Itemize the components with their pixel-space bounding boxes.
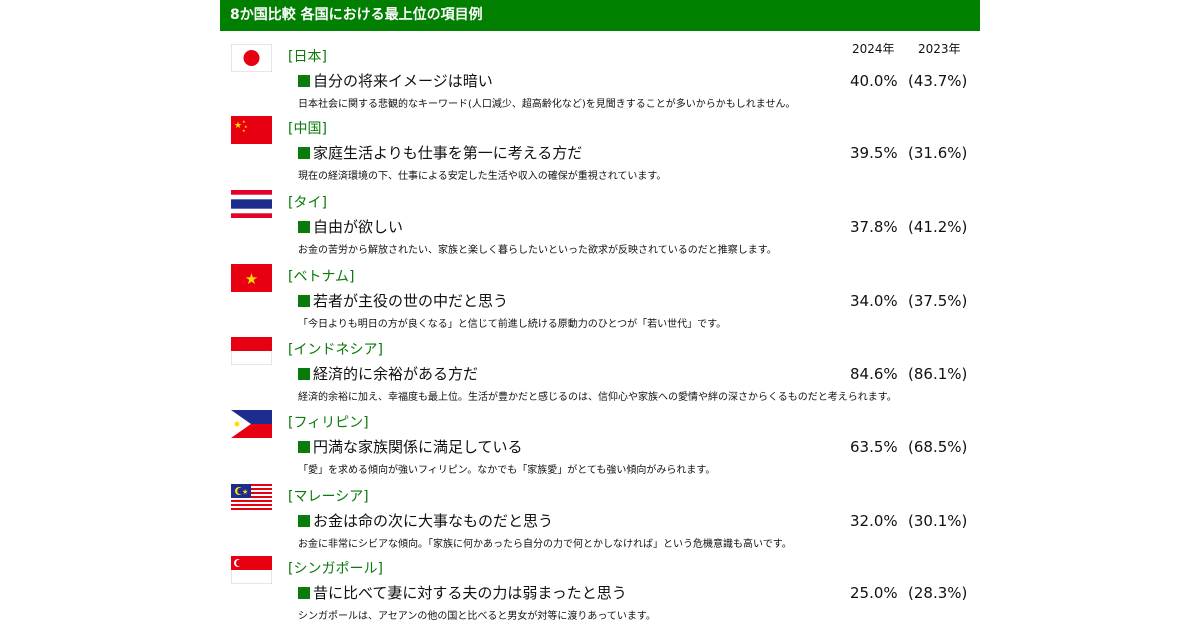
green-square-icon	[298, 587, 310, 599]
description: 現在の経済環境の下、仕事による安定した生活や収入の確保が重視されています。	[298, 171, 667, 182]
top-item: 昔に比べて妻に対する夫の力は弱まったと思う	[298, 582, 627, 603]
svg-text:★: ★	[242, 119, 246, 124]
description: 「愛」を求める傾向が強いフィリピン。なかでも「家族愛」がとても強い傾向がみられま…	[298, 465, 716, 476]
percent-2024: 25.0%	[850, 584, 898, 602]
country-name: [日本]	[288, 49, 327, 65]
svg-text:★: ★	[245, 270, 258, 288]
column-2024: 2024年	[852, 42, 895, 56]
percent-2024: 39.5%	[850, 144, 898, 162]
philippines-flag-icon	[231, 410, 272, 438]
country-row: [フィリピン] 円満な家族関係に満足している 63.5% (68.5%) 「愛」…	[220, 410, 980, 483]
description: お金の苦労から解放されたい、家族と楽しく暮らしたいといった欲求が反映されているの…	[298, 245, 777, 256]
country-row: [日本] 自分の将来イメージは暗い 40.0% (43.7%) 日本社会に関する…	[220, 44, 980, 117]
description: 日本社会に関する悲観的なキーワード(人口減少、超高齢化など)を見聞きすることが多…	[298, 99, 796, 110]
malaysia-flag-icon: ★	[231, 484, 272, 512]
country-name: [インドネシア]	[288, 342, 383, 358]
country-name: [タイ]	[288, 195, 327, 211]
country-name: [マレーシア]	[288, 489, 369, 505]
item-label: 経済的に余裕がある方だ	[313, 365, 479, 383]
top-item: 若者が主役の世の中だと思う	[298, 290, 508, 311]
percent-2023: (86.1%)	[908, 365, 968, 383]
top-item: 自由が欲しい	[298, 216, 403, 237]
item-label: 昔に比べて妻に対する夫の力は弱まったと思う	[313, 584, 627, 602]
japan-flag-icon	[231, 44, 272, 72]
country-name: [ベトナム]	[288, 269, 355, 285]
green-square-icon	[298, 515, 310, 527]
item-label: 円満な家族関係に満足している	[313, 438, 523, 456]
percent-2024: 34.0%	[850, 292, 898, 310]
top-item: 経済的に余裕がある方だ	[298, 363, 478, 384]
page-title: 8か国比較 各国における最上位の項目例	[220, 0, 980, 31]
percent-2023: (43.7%)	[908, 72, 968, 90]
description: 経済的余裕に加え、幸福度も最上位。生活が豊かだと感じるのは、信仰心や家族への愛情…	[298, 392, 897, 403]
thailand-flag-icon	[231, 190, 272, 218]
percent-2023: (68.5%)	[908, 438, 968, 456]
green-square-icon	[298, 295, 310, 307]
description: 「今日よりも明日の方が良くなる」と信じて前進し続ける原動力のひとつが「若い世代」…	[298, 319, 727, 330]
top-item: 円満な家族関係に満足している	[298, 436, 523, 457]
percent-2024: 32.0%	[850, 512, 898, 530]
percent-2023: (30.1%)	[908, 512, 968, 530]
column-2023: 2023年	[918, 42, 961, 56]
top-item: 家庭生活よりも仕事を第一に考える方だ	[298, 142, 582, 163]
percent-2024: 63.5%	[850, 438, 898, 456]
percent-2023: (37.5%)	[908, 292, 968, 310]
percent-2024: 84.6%	[850, 365, 898, 383]
percent-2023: (41.2%)	[908, 218, 968, 236]
green-square-icon	[298, 147, 310, 159]
svg-text:★: ★	[242, 128, 246, 133]
description: お金に非常にシビアな傾向。「家族に何かあったら自分の力で何とかしなければ」という…	[298, 539, 792, 550]
svg-text:★: ★	[242, 488, 248, 496]
country-row: [タイ] 自由が欲しい 37.8% (41.2%) お金の苦労から解放されたい、…	[220, 190, 980, 263]
country-name: [中国]	[288, 121, 327, 137]
percent-2023: (31.6%)	[908, 144, 968, 162]
percent-2024: 37.8%	[850, 218, 898, 236]
country-row: [インドネシア] 経済的に余裕がある方だ 84.6% (86.1%) 経済的余裕…	[220, 337, 980, 410]
percent-2024: 40.0%	[850, 72, 898, 90]
country-row: ★ [マレーシア] お金は命の次に大事なものだと思う 32.0% (30.1%)…	[220, 484, 980, 557]
green-square-icon	[298, 75, 310, 87]
percent-2023: (28.3%)	[908, 584, 968, 602]
vietnam-flag-icon: ★	[231, 264, 272, 292]
description: シンガポールは、アセアンの他の国と比べると男女が対等に渡りあっています。	[298, 611, 656, 622]
country-row: [シンガポール] 昔に比べて妻に対する夫の力は弱まったと思う 25.0% (28…	[220, 556, 980, 629]
item-label: 家庭生活よりも仕事を第一に考える方だ	[313, 144, 583, 162]
green-square-icon	[298, 441, 310, 453]
singapore-flag-icon	[231, 556, 272, 584]
item-label: 若者が主役の世の中だと思う	[313, 292, 509, 310]
svg-text:★: ★	[234, 121, 242, 131]
green-square-icon	[298, 368, 310, 380]
country-name: [シンガポール]	[288, 561, 383, 577]
svg-text:★: ★	[244, 124, 248, 129]
country-name: [フィリピン]	[288, 415, 369, 431]
top-item: 自分の将来イメージは暗い	[298, 70, 493, 91]
country-row: ★ ★ ★ ★ [中国] 家庭生活よりも仕事を第一に考える方だ 39.5% (31.6…	[220, 116, 980, 189]
green-square-icon	[298, 221, 310, 233]
item-label: お金は命の次に大事なものだと思う	[313, 512, 554, 530]
item-label: 自分の将来イメージは暗い	[313, 72, 493, 90]
item-label: 自由が欲しい	[313, 218, 404, 236]
top-item: お金は命の次に大事なものだと思う	[298, 510, 553, 531]
china-flag-icon: ★ ★ ★ ★	[231, 116, 272, 144]
indonesia-flag-icon	[231, 337, 272, 365]
country-row: ★ [ベトナム] 若者が主役の世の中だと思う 34.0% (37.5%) 「今日…	[220, 264, 980, 337]
